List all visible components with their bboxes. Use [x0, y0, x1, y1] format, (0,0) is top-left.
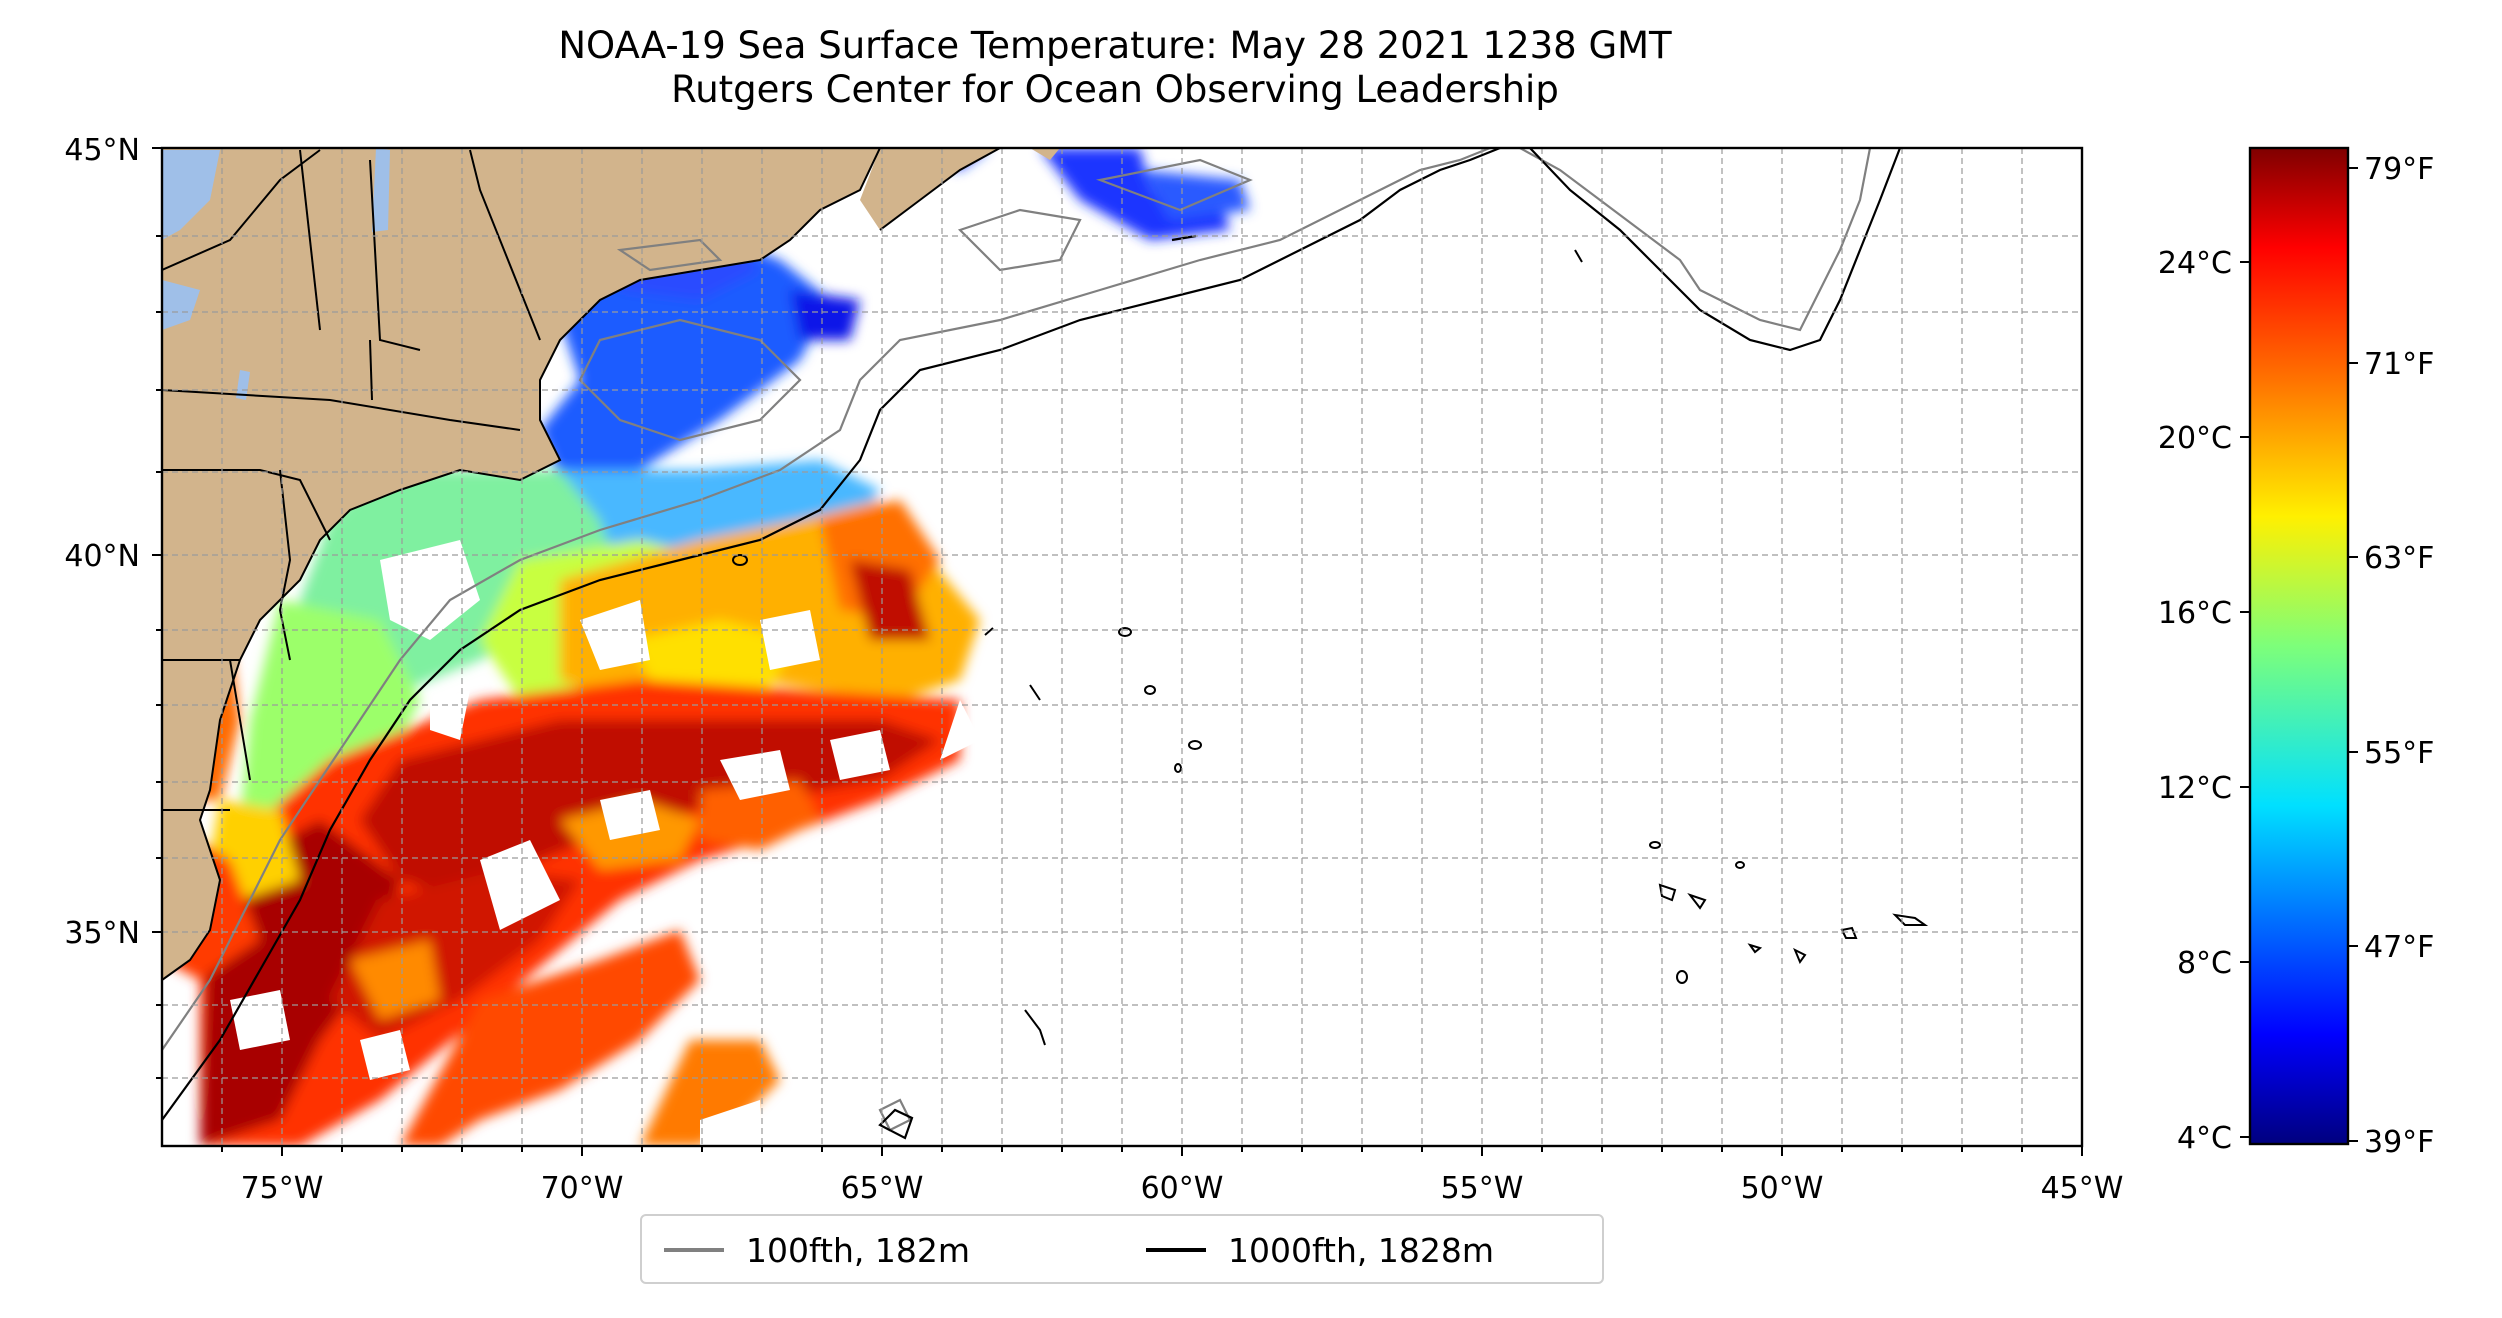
- colorbar-f-71: 71°F: [2364, 347, 2434, 382]
- colorbar-c-4: 4°C: [2177, 1121, 2232, 1156]
- title-line-1: NOAA-19 Sea Surface Temperature: May 28 …: [558, 24, 1672, 67]
- inland-water: [162, 148, 390, 400]
- colorbar-f-47: 47°F: [2364, 930, 2434, 965]
- lon-label-75: 75°W: [241, 1171, 324, 1206]
- lat-label-45: 45°N: [64, 133, 140, 168]
- colorbar-celsius-ticks: [2240, 261, 2250, 1138]
- legend-swatch-100fth: [664, 1248, 724, 1252]
- lon-label-60: 60°W: [1141, 1171, 1224, 1206]
- map-area: [162, 148, 2082, 1146]
- lat-label-35: 35°N: [64, 916, 140, 951]
- colorbar-c-8: 8°C: [2177, 946, 2232, 981]
- coastline: [162, 148, 1001, 981]
- gridlines: [162, 148, 2082, 1146]
- cloud-mask: [230, 540, 980, 1146]
- state-boundaries: [162, 149, 541, 811]
- legend: 100fth, 182m 1000fth, 1828m: [640, 1214, 1604, 1284]
- isobath-1000fth: [162, 148, 1902, 1140]
- land: [162, 148, 1060, 980]
- title-line-2: Rutgers Center for Ocean Observing Leade…: [671, 68, 1559, 111]
- colorbar-fahrenheit-ticks: [2348, 167, 2358, 1142]
- colorbar-gradient: [2250, 148, 2348, 1144]
- colorbar-frame: [2248, 146, 2350, 1146]
- lon-label-65: 65°W: [841, 1171, 924, 1206]
- colorbar-f-63: 63°F: [2364, 541, 2434, 576]
- seamounts: [732, 249, 1929, 1046]
- lon-label-55: 55°W: [1441, 1171, 1524, 1206]
- colorbar-c-24: 24°C: [2158, 246, 2232, 281]
- colorbar-c-20: 20°C: [2158, 421, 2232, 456]
- legend-swatch-1000fth: [1146, 1248, 1206, 1252]
- colorbar-f-55: 55°F: [2364, 736, 2434, 771]
- isobath-100fth: [162, 148, 1872, 1132]
- axis-ticks: [152, 147, 2083, 1156]
- legend-item-100fth: 100fth, 182m: [664, 1230, 970, 1270]
- lat-label-40: 40°N: [64, 539, 140, 574]
- lon-label-45: 45°W: [2041, 1171, 2124, 1206]
- lon-label-50: 50°W: [1741, 1171, 1824, 1206]
- lon-label-70: 70°W: [541, 1171, 624, 1206]
- colorbar-c-12: 12°C: [2158, 771, 2232, 806]
- colorbar-c-16: 16°C: [2158, 596, 2232, 631]
- legend-item-1000fth: 1000fth, 1828m: [1146, 1230, 1494, 1270]
- colorbar-f-79: 79°F: [2364, 152, 2434, 187]
- colorbar-f-39: 39°F: [2364, 1125, 2434, 1160]
- legend-label-1000fth: 1000fth, 1828m: [1228, 1230, 1494, 1270]
- legend-label-100fth: 100fth, 182m: [746, 1230, 970, 1270]
